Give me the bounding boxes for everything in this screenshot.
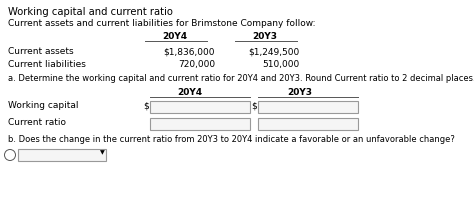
- Text: b. Does the change in the current ratio from 20Y3 to 20Y4 indicate a favorable o: b. Does the change in the current ratio …: [8, 135, 455, 144]
- Text: 20Y3: 20Y3: [288, 88, 312, 97]
- Text: a. Determine the working capital and current ratio for 20Y4 and 20Y3. Round Curr: a. Determine the working capital and cur…: [8, 74, 474, 83]
- Text: Current liabilities: Current liabilities: [8, 60, 86, 69]
- Text: Current assets and current liabilities for Brimstone Company follow:: Current assets and current liabilities f…: [8, 19, 316, 28]
- Bar: [18, 149, 106, 161]
- Text: Current assets: Current assets: [8, 47, 73, 56]
- Text: $1,249,500: $1,249,500: [249, 47, 300, 56]
- Text: 20Y4: 20Y4: [177, 88, 202, 97]
- Bar: [150, 118, 250, 129]
- Text: ▼: ▼: [100, 150, 105, 155]
- Text: Working capital: Working capital: [8, 101, 79, 110]
- Text: 510,000: 510,000: [263, 60, 300, 69]
- Bar: [258, 118, 358, 129]
- Text: Working capital and current ratio: Working capital and current ratio: [8, 7, 173, 17]
- Text: 20Y3: 20Y3: [253, 32, 277, 41]
- Bar: [258, 101, 358, 113]
- Bar: [150, 101, 250, 113]
- Text: Current ratio: Current ratio: [8, 118, 66, 127]
- Text: 720,000: 720,000: [178, 60, 215, 69]
- Text: $1,836,000: $1,836,000: [164, 47, 215, 56]
- Text: $: $: [251, 101, 257, 110]
- Circle shape: [4, 150, 16, 161]
- Text: $: $: [143, 101, 149, 110]
- Text: 20Y4: 20Y4: [163, 32, 188, 41]
